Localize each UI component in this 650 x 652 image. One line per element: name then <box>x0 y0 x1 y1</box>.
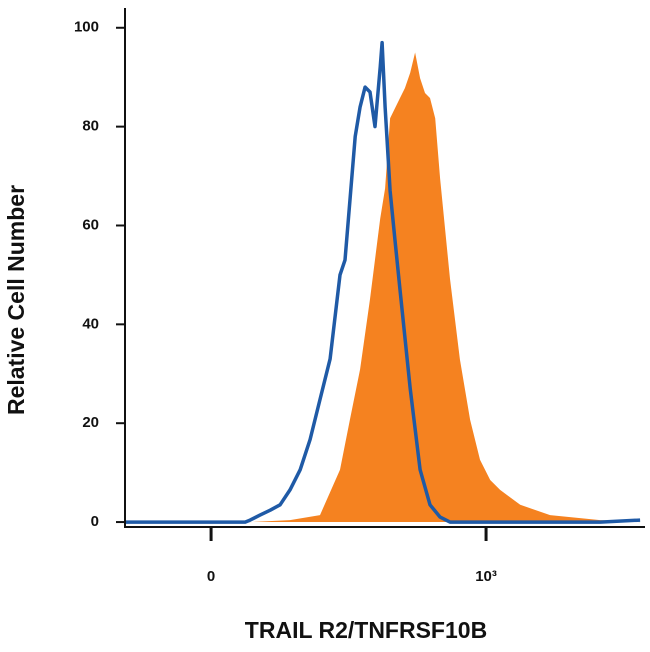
histogram-line <box>125 40 641 524</box>
y-tick-label: 20 <box>82 414 99 431</box>
y-tick-label: 100 <box>74 19 99 36</box>
x-tick-label: 10³ <box>475 568 497 585</box>
y-tick-label: 60 <box>82 216 99 233</box>
y-tick-label: 40 <box>82 315 99 332</box>
x-tick-label: 0 <box>207 568 215 585</box>
y-axis-title: Relative Cell Number <box>3 185 29 415</box>
y-tick-label: 80 <box>82 118 99 135</box>
x-axis-title: TRAIL R2/TNFRSF10B <box>245 617 487 643</box>
y-tick-label: 0 <box>91 513 99 530</box>
histogram-area <box>125 52 641 523</box>
